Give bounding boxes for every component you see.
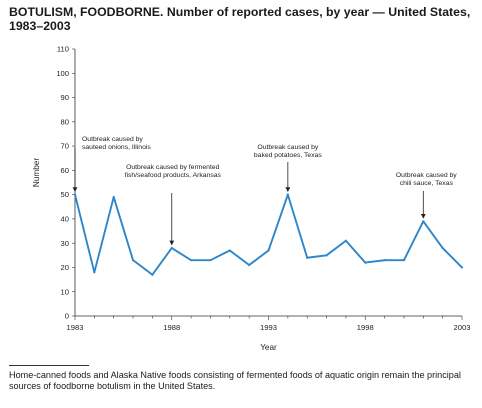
y-tick-label: 90 [61, 93, 69, 102]
annotation: Outbreak caused by fermentedfish/seafood… [125, 164, 222, 246]
annotation-text: Outbreak caused by [257, 144, 318, 151]
y-tick-label: 60 [61, 166, 69, 175]
data-point [248, 263, 251, 267]
data-point [460, 266, 464, 269]
data-point [190, 259, 193, 262]
data-point [422, 220, 425, 223]
data-point [306, 256, 309, 259]
x-tick-label: 1988 [163, 323, 180, 332]
chart-title-rest: Number of reported cases, by year — Unit… [9, 5, 471, 33]
annotation-text: Outbreak caused by fermented [126, 164, 220, 171]
x-tick-label: 1993 [260, 323, 277, 332]
data-point [383, 259, 386, 262]
data-point [131, 259, 135, 262]
x-axis-label: Year [260, 343, 277, 352]
y-tick-label: 110 [57, 45, 69, 54]
series-group [73, 193, 464, 276]
data-point [228, 249, 231, 252]
data-point [364, 261, 367, 264]
y-tick-label: 100 [56, 69, 69, 78]
y-tick-label: 0 [65, 312, 69, 321]
data-point [170, 246, 173, 250]
annotation-text: fish/seafood products, Arkansas [125, 172, 222, 179]
annotation-text: chili sauce, Texas [400, 180, 454, 187]
annotation-text: Outbreak caused by [396, 172, 457, 179]
data-point [112, 195, 115, 199]
y-tick-label: 80 [61, 117, 69, 126]
y-tick-label: 70 [61, 142, 69, 151]
x-axis-ticks: 1983 1988 1993 1998 2003 [67, 316, 471, 332]
data-point [73, 193, 77, 196]
y-tick-label: 40 [61, 215, 69, 224]
series-line [74, 193, 463, 276]
y-tick-label: 10 [61, 287, 69, 296]
y-axis-ticks: 0 10 20 30 40 50 60 70 80 90 100 110 [56, 45, 75, 321]
x-tick-label: 1983 [67, 323, 84, 332]
data-point [344, 239, 347, 242]
data-point [325, 254, 328, 257]
annotation-text: Outbreak caused by [82, 136, 143, 143]
y-tick-label: 20 [61, 263, 69, 272]
x-tick-label: 2003 [454, 323, 471, 332]
y-tick-label: 50 [61, 190, 69, 199]
y-tick-label: 30 [61, 239, 69, 248]
footnote: Home-canned foods and Alaska Native food… [9, 370, 461, 391]
annotation-text: sauteed onions, Illinois [82, 144, 151, 151]
chart-title: BOTULISM, FOODBORNE. Number of reported … [9, 5, 475, 33]
data-point [441, 246, 444, 250]
annotation-text: baked potatoes, Texas [254, 152, 322, 159]
y-axis-label: Number [32, 158, 41, 187]
data-point [93, 271, 96, 274]
data-point [151, 273, 154, 276]
data-point [209, 259, 212, 262]
x-tick-label: 1998 [357, 323, 374, 332]
footnote-divider [9, 365, 89, 366]
chart-title-bold: BOTULISM, FOODBORNE. [9, 5, 164, 19]
data-point [402, 259, 406, 262]
data-point [286, 193, 289, 196]
data-point [267, 249, 270, 252]
